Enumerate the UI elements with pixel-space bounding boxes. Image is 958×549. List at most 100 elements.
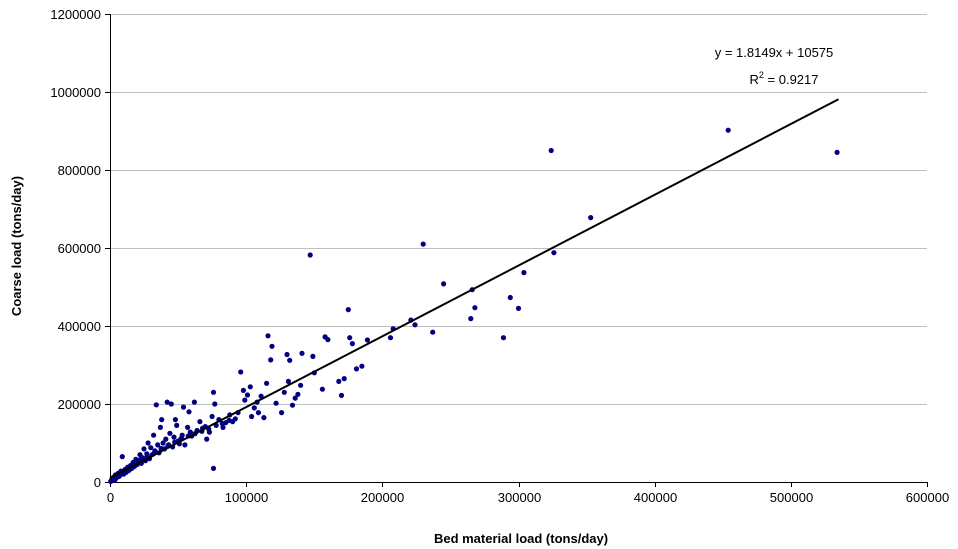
data-point-0-2 xyxy=(548,147,554,154)
data-point-0-53 xyxy=(251,405,257,411)
x-tick-label-0: 0 xyxy=(107,490,114,505)
y-tick-label-4: 800000 xyxy=(58,163,101,178)
data-point-0-43 xyxy=(279,410,285,416)
trendline xyxy=(109,98,839,479)
data-point-0-6 xyxy=(515,305,522,311)
data-point-0-35 xyxy=(298,382,304,388)
data-point-0-101 xyxy=(157,424,163,430)
y-tick-label-6: 1200000 xyxy=(50,7,101,22)
data-point-0-90 xyxy=(172,417,178,423)
data-point-0-59 xyxy=(238,369,244,375)
data-point-0-55 xyxy=(247,384,253,390)
y-axis-title: Coarse load (tons/day) xyxy=(9,176,24,316)
r-squared-superscript: 2 xyxy=(759,70,764,80)
data-point-0-50 xyxy=(258,393,264,399)
x-tick-label-1: 100000 xyxy=(225,490,268,505)
data-point-0-39 xyxy=(287,357,293,363)
data-point-0-108 xyxy=(148,445,154,451)
data-point-0-84 xyxy=(180,404,187,410)
data-point-0-22 xyxy=(349,341,355,347)
data-point-0-14 xyxy=(420,241,426,247)
data-point-0-82 xyxy=(185,424,191,430)
data-point-0-37 xyxy=(292,395,298,401)
data-point-0-65 xyxy=(220,424,226,430)
data-point-0-69 xyxy=(210,389,217,395)
data-point-0-32 xyxy=(310,353,316,359)
data-point-0-96 xyxy=(164,399,170,405)
data-point-0-27 xyxy=(336,378,342,384)
r-squared-prefix: R xyxy=(750,72,759,87)
data-point-0-116 xyxy=(137,452,143,458)
data-point-0-18 xyxy=(387,335,394,341)
data-point-0-41 xyxy=(284,351,290,358)
data-point-0-26 xyxy=(338,392,345,398)
data-point-0-20 xyxy=(359,363,365,369)
data-point-0-40 xyxy=(285,378,291,384)
r-squared-value: = 0.9217 xyxy=(764,72,819,87)
data-point-0-33 xyxy=(307,252,313,258)
data-points xyxy=(108,127,840,484)
r-squared-label: R2 = 0.9217 xyxy=(750,70,819,87)
x-tick-label-2: 200000 xyxy=(361,490,404,505)
axes xyxy=(105,14,928,487)
data-point-0-23 xyxy=(347,335,353,341)
data-point-0-9 xyxy=(472,305,478,311)
data-point-0-25 xyxy=(341,376,347,382)
y-tick-label-5: 1000000 xyxy=(50,85,101,100)
data-point-0-19 xyxy=(364,337,370,343)
y-tick-label-2: 400000 xyxy=(58,319,101,334)
data-point-0-49 xyxy=(261,415,267,421)
data-point-0-129 xyxy=(119,454,125,460)
trendline-group xyxy=(109,98,839,479)
data-point-0-83 xyxy=(182,442,188,448)
data-point-0-104 xyxy=(153,402,159,408)
data-point-0-110 xyxy=(145,440,151,446)
tick-labels: 0 200000 400000 600000 800000 1000000 1200000 0… xyxy=(50,7,949,505)
x-axis-title: Bed material load (tons/day) xyxy=(434,531,608,546)
data-point-0-12 xyxy=(441,281,447,287)
data-point-0-21 xyxy=(353,366,360,372)
data-point-0-68 xyxy=(212,401,218,407)
x-tick-label-5: 500000 xyxy=(770,490,813,505)
data-point-0-91 xyxy=(171,434,177,440)
data-point-0-81 xyxy=(186,409,192,415)
y-tick-label-1: 200000 xyxy=(58,397,101,412)
data-point-0-1 xyxy=(725,127,731,133)
data-point-0-5 xyxy=(521,270,527,276)
data-point-0-38 xyxy=(289,402,296,408)
data-point-0-42 xyxy=(281,389,287,395)
data-point-0-73 xyxy=(204,436,210,442)
data-point-0-70 xyxy=(209,413,215,420)
data-point-0-58 xyxy=(240,387,246,393)
data-point-0-45 xyxy=(269,343,275,349)
data-point-0-89 xyxy=(174,422,180,428)
data-point-0-78 xyxy=(191,399,197,405)
data-point-0-34 xyxy=(299,350,305,356)
data-point-0-97 xyxy=(163,436,169,442)
trendline-equation: y = 1.8149x + 10575 xyxy=(715,45,834,60)
data-point-0-100 xyxy=(159,417,165,423)
data-point-0-99 xyxy=(160,440,166,446)
data-point-0-3 xyxy=(588,215,594,221)
data-point-0-48 xyxy=(264,380,270,386)
data-point-0-30 xyxy=(319,386,325,392)
data-point-0-51 xyxy=(255,410,261,416)
data-point-0-94 xyxy=(167,430,173,436)
data-point-0-0 xyxy=(834,149,840,155)
data-point-0-24 xyxy=(345,307,351,313)
data-point-0-13 xyxy=(430,329,436,335)
y-tick-label-3: 600000 xyxy=(58,241,101,256)
data-point-0-93 xyxy=(168,401,174,407)
gridlines xyxy=(110,14,927,405)
y-tick-label-0: 0 xyxy=(94,475,101,490)
data-point-0-76 xyxy=(197,419,203,425)
data-point-0-158 xyxy=(219,420,225,427)
data-point-0-113 xyxy=(141,446,147,452)
data-point-0-4 xyxy=(551,250,557,256)
data-point-0-54 xyxy=(249,413,255,420)
data-point-0-8 xyxy=(500,335,507,341)
data-point-0-57 xyxy=(242,397,248,403)
data-point-0-46 xyxy=(268,357,274,363)
data-point-0-11 xyxy=(468,316,474,322)
